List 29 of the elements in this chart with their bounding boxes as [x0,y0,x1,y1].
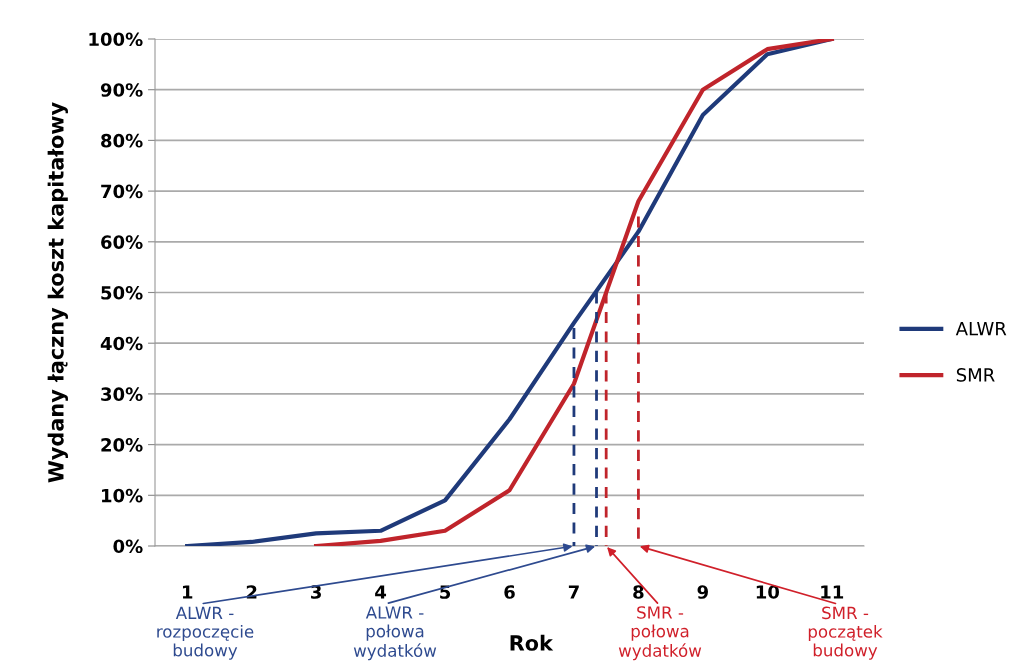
y-tick-label: 90% [100,83,143,97]
y-tick-label: 30% [101,387,143,402]
legend-label: SMR [956,368,995,382]
x-tick-label: 7 [568,585,579,599]
x-tick-label: 9 [697,585,708,599]
line-series [314,39,834,546]
y-tick-label: 40% [100,336,143,351]
y-tick-label: 70% [101,184,143,199]
y-tick-label: 20% [101,438,143,452]
x-axis-title: Rok [510,634,554,651]
x-tick-label: 8 [633,585,644,599]
annotation: SMR - połowa wydatków [618,606,702,661]
legend-label: ALWR [955,321,1007,336]
annotation: SMR - początek budowy [808,606,883,660]
x-tick-label: 11 [821,585,844,599]
x-tick-label: 10 [756,585,780,599]
annotation: ALWR - połowa wydatków [353,606,437,661]
y-tick-label: 80% [101,133,143,148]
x-tick-label: 4 [375,585,387,599]
y-tick-label: 60% [101,235,143,249]
y-tick-label: 50% [101,285,143,300]
y-tick-label: 100% [89,32,143,47]
annotation: ALWR - rozpoczęcie budowy [157,606,254,660]
x-tick-label: 3 [311,585,321,599]
x-tick-label: 1 [182,585,193,599]
y-tick-label: 10% [102,488,143,503]
x-tick-label: 6 [504,585,515,599]
y-tick-label: 0% [113,539,143,554]
y-axis-title: Wydany łączny koszt kapitałowy [47,102,68,483]
